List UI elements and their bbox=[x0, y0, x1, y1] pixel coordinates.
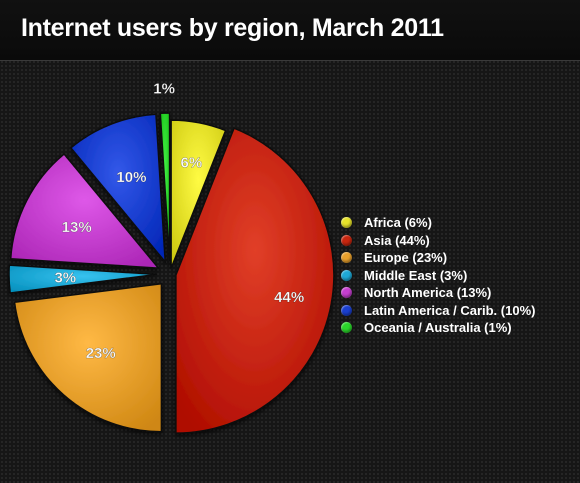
legend-swatch bbox=[341, 322, 352, 334]
legend-label: Africa (6%) bbox=[364, 215, 432, 231]
legend-swatch bbox=[341, 217, 352, 229]
legend-item: Latin America / Carib. (10%) bbox=[341, 302, 535, 320]
pie-slice-label: 10% bbox=[116, 169, 146, 186]
chart-title: Internet users by region, March 2011 bbox=[21, 14, 444, 42]
legend: Africa (6%) Asia (44%) Europe (23%) Middle … bbox=[341, 214, 535, 337]
title-bar: Internet users by region, March 2011 bbox=[0, 0, 580, 61]
legend-swatch bbox=[341, 304, 352, 316]
pie-slice-label: 44% bbox=[274, 289, 304, 306]
legend-item: Asia (44%) bbox=[341, 232, 535, 250]
pie-slice-label: 6% bbox=[181, 154, 203, 171]
legend-item: North America (13%) bbox=[341, 284, 535, 302]
legend-item: Africa (6%) bbox=[341, 214, 535, 232]
legend-label: Latin America / Carib. (10%) bbox=[364, 302, 536, 318]
pie-slice-europe bbox=[13, 282, 163, 433]
legend-item: Europe (23%) bbox=[341, 249, 535, 267]
legend-item: Oceania / Australia (1%) bbox=[341, 319, 535, 337]
legend-swatch bbox=[341, 252, 352, 264]
pie-slice-oceania-australia bbox=[159, 112, 171, 262]
legend-swatch bbox=[341, 287, 352, 299]
legend-label: Asia (44%) bbox=[364, 232, 430, 248]
legend-label: North America (13%) bbox=[364, 285, 492, 301]
legend-label: Oceania / Australia (1%) bbox=[364, 320, 512, 336]
pie-slice-middle-east bbox=[8, 264, 158, 294]
pie-slice-latin-america-carib bbox=[69, 113, 167, 265]
legend-item: Middle East (3%) bbox=[341, 267, 535, 285]
pie-slice-label: 1% bbox=[153, 80, 175, 97]
pie-slice-label: 23% bbox=[86, 345, 116, 362]
legend-swatch bbox=[341, 269, 352, 281]
pie-slices bbox=[8, 112, 335, 434]
pie-slice-north-america bbox=[9, 153, 161, 269]
legend-label: Europe (23%) bbox=[364, 250, 448, 266]
pie-slice-africa bbox=[170, 119, 227, 269]
legend-swatch bbox=[341, 234, 352, 246]
pie-slice-labels: 6% 44% 23% 3% 13% 10% 1% bbox=[54, 80, 304, 362]
legend-label: Middle East (3%) bbox=[364, 267, 468, 283]
pie-slice-label: 13% bbox=[62, 219, 92, 236]
pie-slice-asia bbox=[175, 127, 335, 434]
pie-slice-label: 3% bbox=[54, 270, 76, 287]
